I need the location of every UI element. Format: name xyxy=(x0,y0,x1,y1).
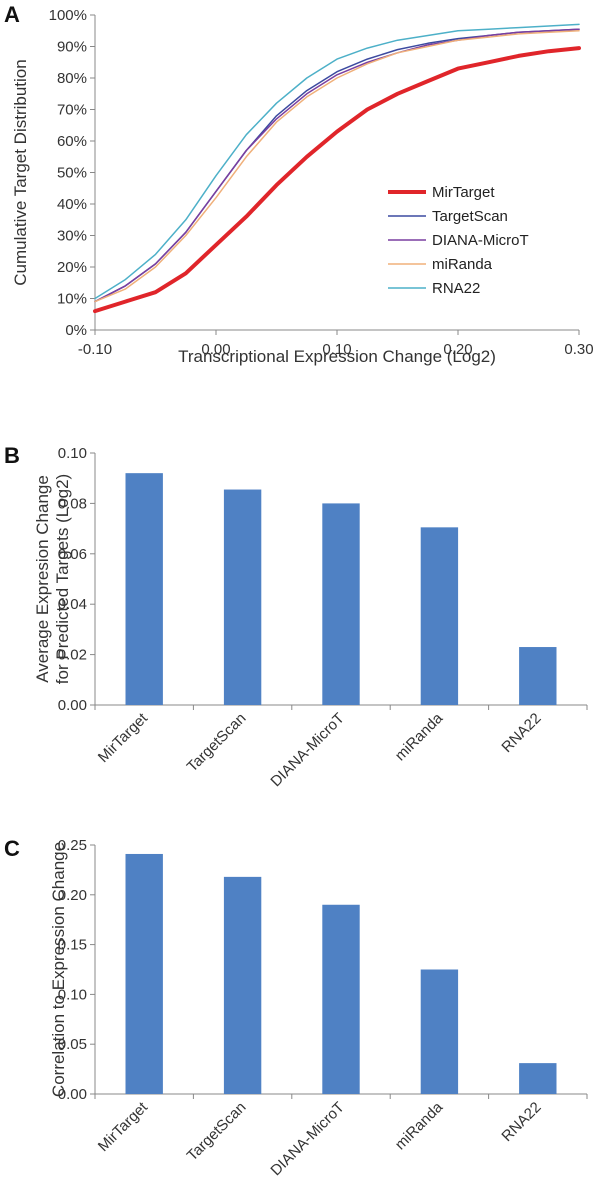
legend-entry: TargetScan xyxy=(432,208,508,225)
bar-rna22 xyxy=(519,647,557,705)
y-tick-label: 50% xyxy=(57,165,87,182)
bar-rna22 xyxy=(519,1063,557,1094)
bar-miranda xyxy=(420,969,459,1094)
panel-label-a: A xyxy=(4,2,20,27)
y-tick-label: 40% xyxy=(57,196,87,213)
y-axis-title-line: for Predicted Targets (Log2) xyxy=(53,474,72,684)
y-tick-label: 0.02 xyxy=(58,647,87,664)
y-tick-label: 90% xyxy=(57,39,87,56)
category-label: RNA22 xyxy=(498,710,544,756)
series-line-diana-microt xyxy=(94,28,580,303)
category-label: TargetScan xyxy=(184,710,250,776)
x-tick-label: -0.10 xyxy=(78,341,112,358)
bar-miranda xyxy=(420,527,459,705)
series-line-mirtarget xyxy=(93,46,581,314)
y-tick-label: 0.00 xyxy=(58,1086,87,1103)
y-tick-label: 60% xyxy=(57,133,87,150)
y-tick-label: 0.10 xyxy=(58,445,87,462)
y-tick-label: 10% xyxy=(57,291,87,308)
y-axis-title: Correlation to Expression Change xyxy=(49,842,68,1097)
y-axis-title-line: Average Expresion Change xyxy=(33,475,52,683)
category-label: RNA22 xyxy=(498,1099,544,1145)
y-tick-label: 0.10 xyxy=(58,986,87,1003)
y-tick-label: 0.25 xyxy=(58,837,87,854)
x-tick-label: 0.00 xyxy=(201,341,230,358)
legend-entry: miRanda xyxy=(432,256,493,273)
y-tick-label: 0.00 xyxy=(58,697,87,714)
y-tick-label: 70% xyxy=(57,102,87,119)
category-label: DIANA-MicroT xyxy=(267,710,347,790)
series-line-miranda xyxy=(94,30,580,303)
panel-label-c: C xyxy=(4,836,20,861)
series-line-targetscan xyxy=(94,28,580,303)
bar-mirtarget xyxy=(125,473,163,705)
y-axis-title: Cumulative Target Distribution xyxy=(11,59,30,285)
x-axis-title: Transcriptional Expression Change (Log2) xyxy=(178,347,496,366)
y-tick-label: 0% xyxy=(65,322,87,339)
series-line-rna22 xyxy=(94,23,580,300)
category-label: MirTarget xyxy=(95,709,152,766)
panel-c-bar-chart: 0.00 0.05 0.10 0.15 0.20 0.25 MirTarget TargetS… xyxy=(49,837,588,1179)
y-tick-label: 30% xyxy=(57,228,87,245)
bar-diana-microt xyxy=(322,904,360,1094)
panel-a-line-chart: 0% 10% 20% 30% 40% 50% 60% 70% 80% 90% 100% -0.10 0.… xyxy=(11,7,594,366)
y-tick-label: 100% xyxy=(49,7,87,24)
x-tick-label: 0.10 xyxy=(322,341,351,358)
bar-targetscan xyxy=(223,876,262,1094)
category-label: DIANA-MicroT xyxy=(267,1099,347,1179)
y-tick-label: 0.20 xyxy=(58,887,87,904)
x-tick-label: 0.30 xyxy=(564,341,593,358)
category-label: miRanda xyxy=(392,709,447,764)
category-label: TargetScan xyxy=(184,1099,250,1165)
y-tick-label: 0.08 xyxy=(58,495,87,512)
y-tick-label: 80% xyxy=(57,70,87,87)
y-tick-label: 20% xyxy=(57,259,87,276)
panel-label-b: B xyxy=(4,443,20,468)
category-label: miRanda xyxy=(392,1098,447,1153)
y-tick-label: 0.06 xyxy=(58,546,87,563)
bar-diana-microt xyxy=(322,503,360,705)
legend-entry: MirTarget xyxy=(432,184,495,201)
x-tick-label: 0.20 xyxy=(443,341,472,358)
y-tick-label: 0.05 xyxy=(58,1036,87,1053)
bar-targetscan xyxy=(223,489,262,705)
y-tick-label: 0.15 xyxy=(58,937,87,954)
bar-mirtarget xyxy=(125,853,163,1094)
legend-entry: DIANA-MicroT xyxy=(432,232,529,249)
y-tick-label: 0.04 xyxy=(58,596,87,613)
panel-b-bar-chart: 0.00 0.02 0.04 0.06 0.08 0.10 MirTarget TargetS… xyxy=(33,445,588,790)
category-label: MirTarget xyxy=(95,1098,152,1155)
legend-entry: RNA22 xyxy=(432,280,480,297)
